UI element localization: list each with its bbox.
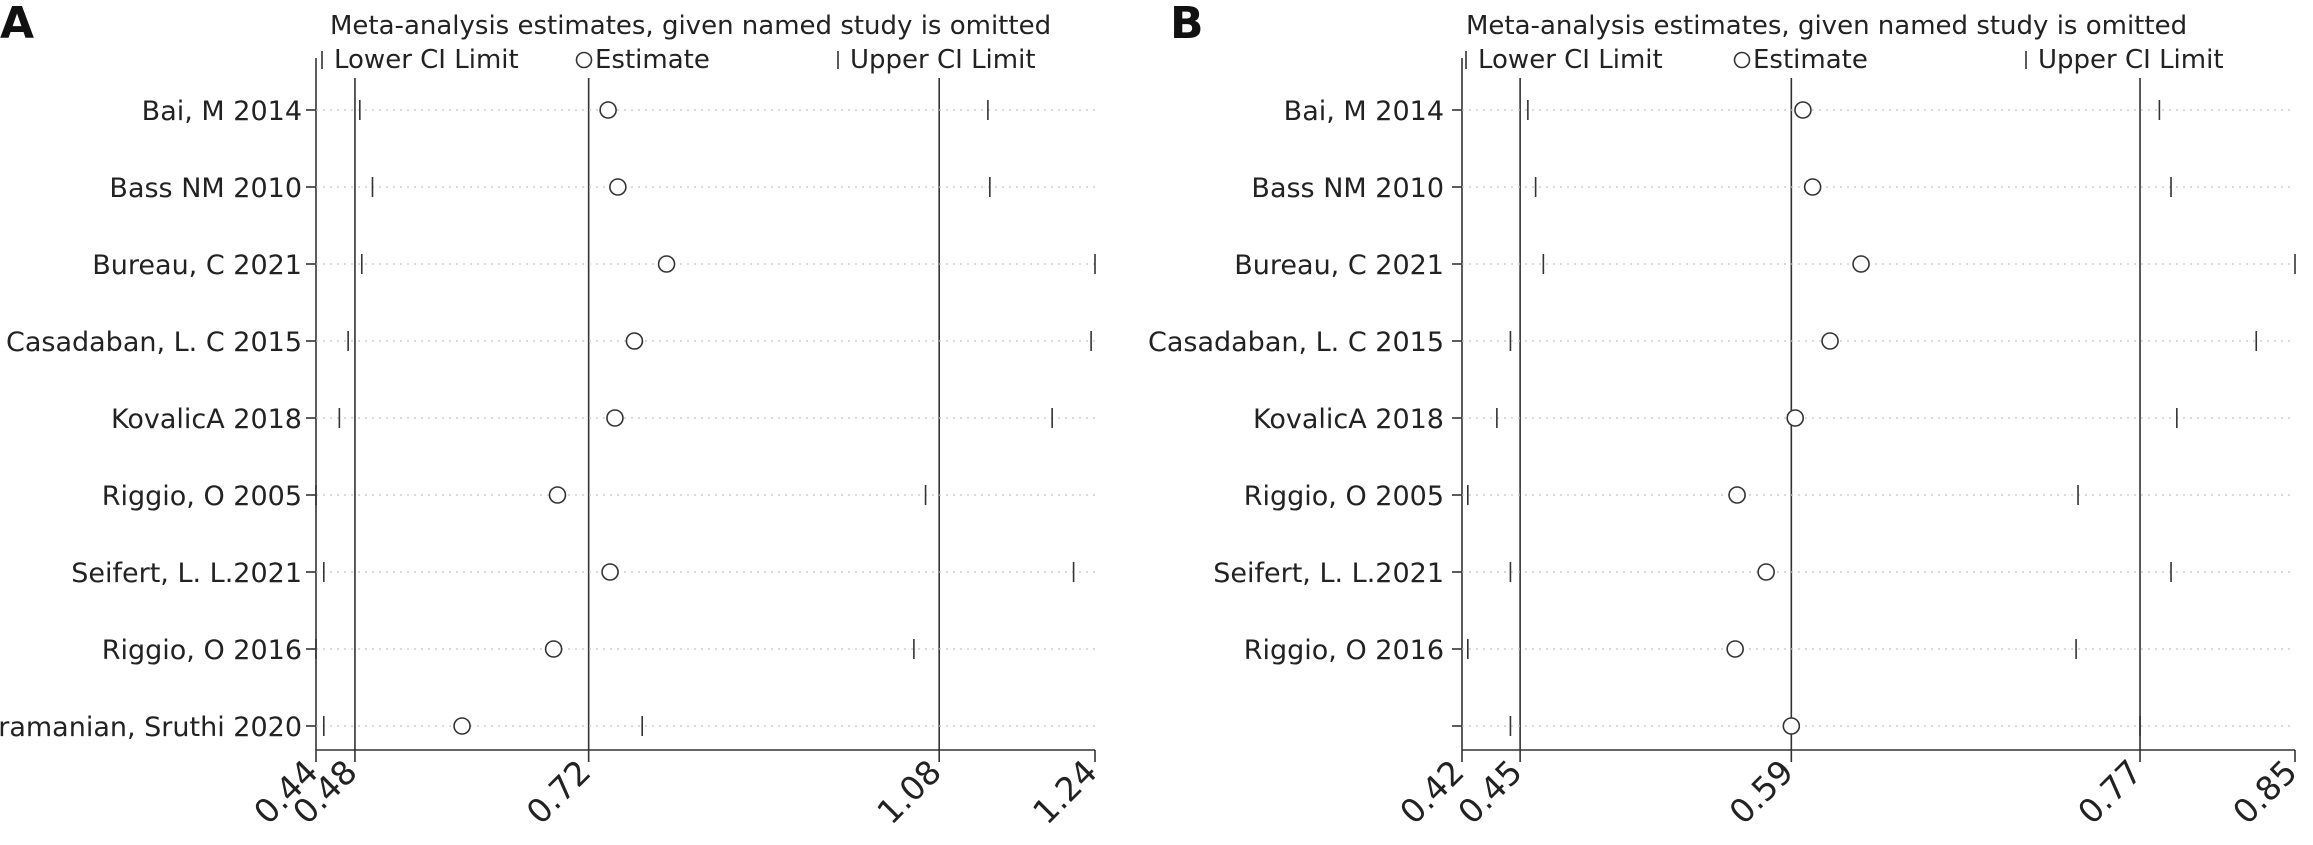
- x-tick-label: 1.08: [869, 752, 949, 832]
- study-label: Riggio, O 2005: [1244, 481, 1444, 512]
- estimate-point: [1821, 332, 1839, 350]
- estimate-point: [606, 409, 624, 427]
- estimate-point: [1852, 255, 1870, 273]
- x-tick-label: 0.42: [1392, 752, 1472, 832]
- estimate-point: [453, 717, 471, 735]
- legend-estimate-label: Estimate: [595, 45, 710, 75]
- legend-upper-ci-label: Upper CI Limit: [850, 45, 1036, 75]
- study-label: Bai, M 2014: [1284, 96, 1444, 127]
- study-label: Seifert, L. L.2021: [1213, 558, 1444, 589]
- legend-estimate-marker: [1733, 51, 1751, 69]
- study-label: Riggio, O 2016: [1244, 635, 1444, 666]
- estimate-point: [1782, 717, 1801, 735]
- x-tick-label: 0.85: [2225, 752, 2305, 832]
- legend-lower-ci-label: Lower CI Limit: [334, 45, 519, 75]
- panel-a: A Meta-analysis estimates, given named st…: [0, 0, 1105, 832]
- estimate-point: [548, 486, 567, 504]
- legend-lower-ci-label: Lower CI Limit: [1478, 45, 1663, 75]
- estimate-point: [1726, 640, 1744, 658]
- x-tick-label: 0.77: [2070, 752, 2150, 832]
- study-label: Bureau, C 2021: [92, 250, 302, 281]
- panel-b: B Meta-analysis estimates, given named st…: [1148, 0, 2305, 832]
- study-label: KovalicA 2018: [111, 404, 302, 435]
- legend-estimate-label: Estimate: [1753, 45, 1868, 75]
- study-label: KovalicA 2018: [1253, 404, 1444, 435]
- estimate-point: [544, 640, 563, 658]
- study-label: Bai, M 2014: [142, 96, 302, 127]
- x-tick-label: 1.24: [1025, 752, 1105, 832]
- study-label: Bass NM 2010: [1251, 173, 1444, 204]
- study-label: Riggio, O 2005: [102, 481, 302, 512]
- estimate-point: [599, 101, 617, 119]
- estimate-point: [625, 332, 644, 350]
- chart-title: Meta-analysis estimates, given named stu…: [1466, 11, 2187, 41]
- x-tick-label: 0.59: [1721, 752, 1801, 832]
- panel-label: A: [0, 0, 34, 49]
- estimate-point: [609, 178, 627, 196]
- estimate-point: [1728, 486, 1746, 504]
- study-label: Seifert, L. L.2021: [71, 558, 302, 589]
- study-label: Riggio, O 2016: [102, 635, 302, 666]
- legend-upper-ci-label: Upper CI Limit: [2038, 45, 2224, 75]
- panel-label: B: [1170, 0, 1204, 49]
- chart-title: Meta-analysis estimates, given named stu…: [330, 11, 1051, 41]
- estimate-point: [1757, 563, 1775, 581]
- legend-estimate-marker: [575, 51, 593, 69]
- estimate-point: [1794, 101, 1812, 119]
- x-tick-label: 0.72: [519, 752, 599, 832]
- x-tick-label: 0.45: [1450, 752, 1530, 832]
- study-label: Casadaban, L. C 2015: [1148, 327, 1444, 358]
- study-label: Bass NM 2010: [109, 173, 302, 204]
- study-label: Bureau, C 2021: [1234, 250, 1444, 281]
- estimate-point: [601, 563, 619, 581]
- estimate-point: [657, 255, 676, 273]
- estimate-point: [1786, 409, 1804, 427]
- study-label: Casadaban, L. C 2015: [6, 327, 302, 358]
- estimate-point: [1803, 178, 1822, 196]
- study-label: Subramanian, Sruthi 2020: [0, 712, 302, 743]
